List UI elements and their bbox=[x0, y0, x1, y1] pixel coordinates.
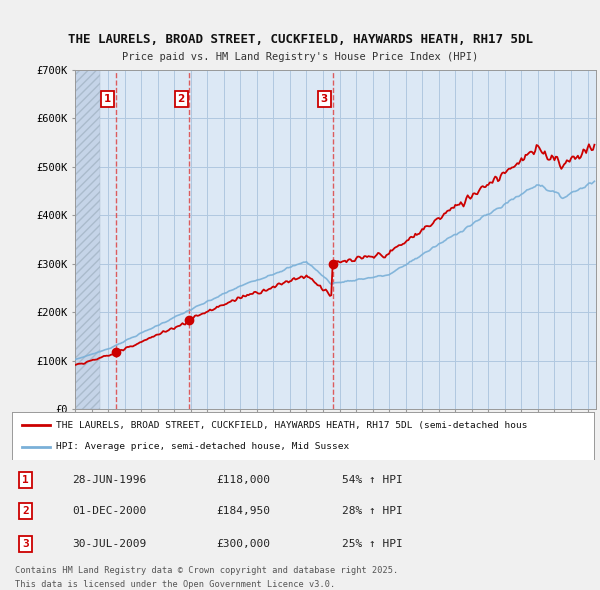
Text: 2: 2 bbox=[178, 94, 185, 104]
Text: Contains HM Land Registry data © Crown copyright and database right 2025.: Contains HM Land Registry data © Crown c… bbox=[15, 566, 398, 575]
Text: 54% ↑ HPI: 54% ↑ HPI bbox=[342, 476, 403, 485]
Text: £300,000: £300,000 bbox=[216, 539, 270, 549]
Text: 3: 3 bbox=[320, 94, 328, 104]
Text: 2: 2 bbox=[22, 506, 29, 516]
Text: 25% ↑ HPI: 25% ↑ HPI bbox=[342, 539, 403, 549]
Text: 28-JUN-1996: 28-JUN-1996 bbox=[72, 476, 146, 485]
Text: HPI: Average price, semi-detached house, Mid Sussex: HPI: Average price, semi-detached house,… bbox=[56, 442, 349, 451]
Text: £118,000: £118,000 bbox=[216, 476, 270, 485]
Text: Price paid vs. HM Land Registry's House Price Index (HPI): Price paid vs. HM Land Registry's House … bbox=[122, 52, 478, 62]
Text: 1: 1 bbox=[104, 94, 112, 104]
Text: This data is licensed under the Open Government Licence v3.0.: This data is licensed under the Open Gov… bbox=[15, 579, 335, 589]
Text: 1: 1 bbox=[22, 476, 29, 485]
Text: 01-DEC-2000: 01-DEC-2000 bbox=[72, 506, 146, 516]
Text: THE LAURELS, BROAD STREET, CUCKFIELD, HAYWARDS HEATH, RH17 5DL: THE LAURELS, BROAD STREET, CUCKFIELD, HA… bbox=[67, 33, 533, 46]
Text: 28% ↑ HPI: 28% ↑ HPI bbox=[342, 506, 403, 516]
Text: £184,950: £184,950 bbox=[216, 506, 270, 516]
Text: THE LAURELS, BROAD STREET, CUCKFIELD, HAYWARDS HEATH, RH17 5DL (semi-detached ho: THE LAURELS, BROAD STREET, CUCKFIELD, HA… bbox=[56, 421, 527, 430]
Text: 3: 3 bbox=[22, 539, 29, 549]
Text: 30-JUL-2009: 30-JUL-2009 bbox=[72, 539, 146, 549]
